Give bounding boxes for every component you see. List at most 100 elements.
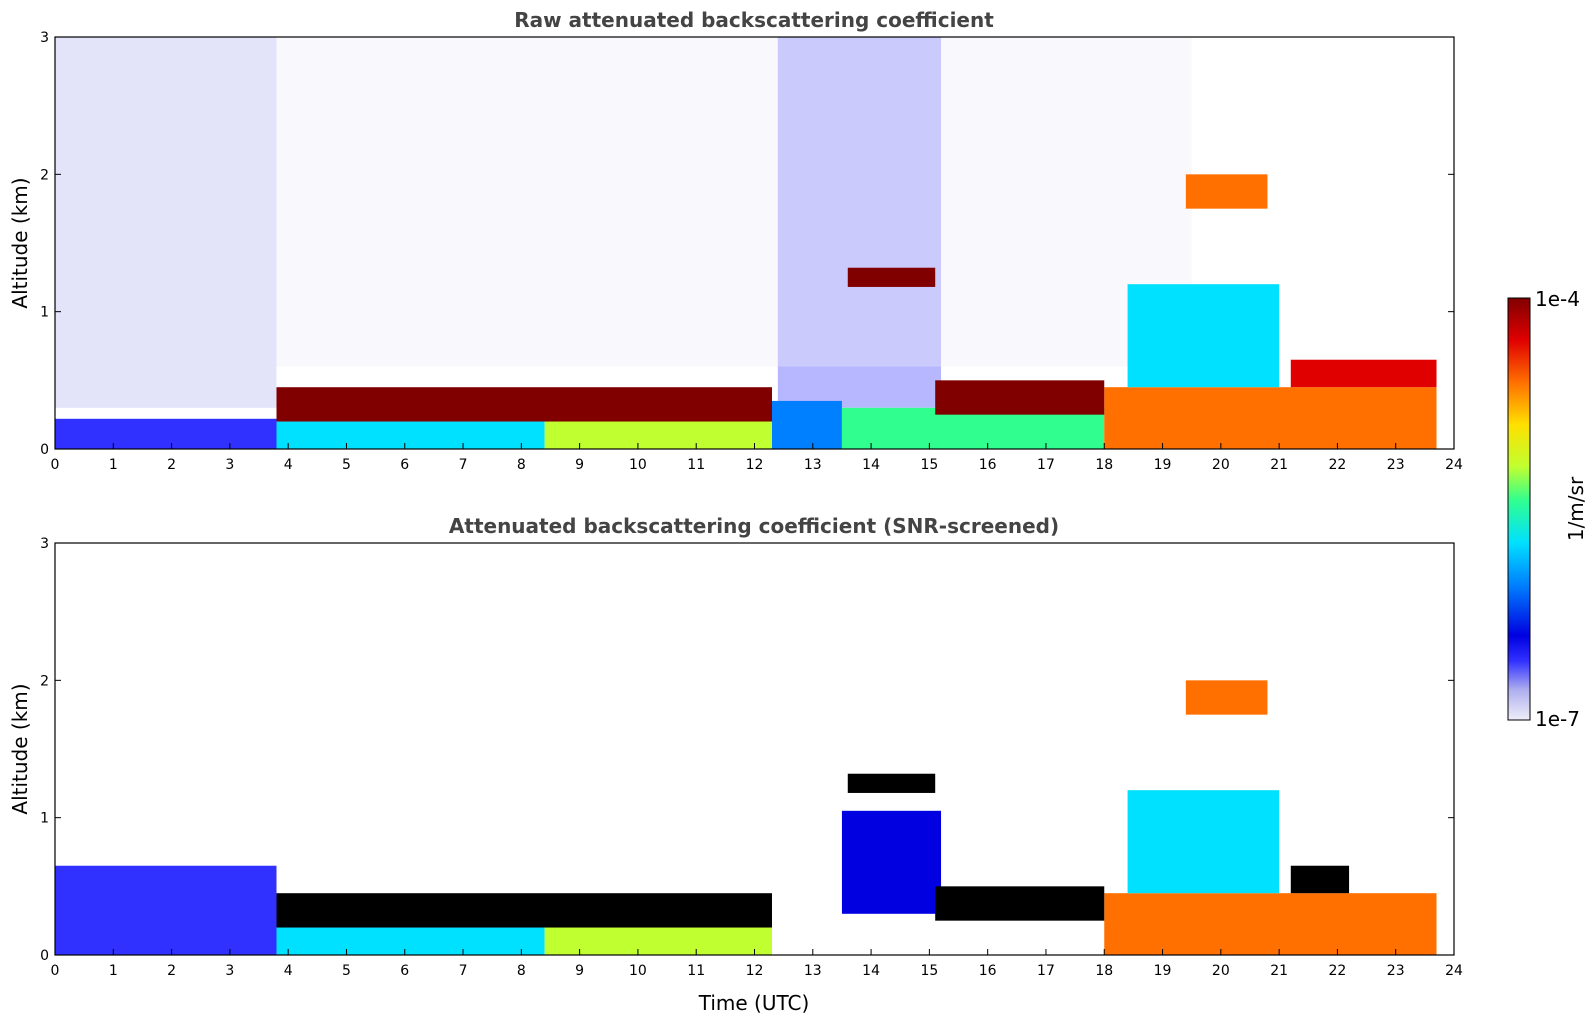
x-tick-label: 16 <box>979 457 997 473</box>
colorbar-min-label: 1e-7 <box>1535 707 1580 731</box>
panel-title: Raw attenuated backscattering coefficien… <box>514 8 994 32</box>
x-tick-label: 1 <box>109 457 118 473</box>
x-tick-label: 15 <box>920 963 938 979</box>
x-tick-label: 22 <box>1329 457 1347 473</box>
colorbar-max-label: 1e-4 <box>1535 287 1580 311</box>
x-tick-label: 24 <box>1445 963 1463 979</box>
y-tick-label: 2 <box>40 673 49 689</box>
x-axis: 0 1 2 3 4 5 6 7 8 9 10 11 12 13 14 15 16 17 18 19 20 21 22 23 24 <box>51 949 1463 979</box>
y-tick-label: 2 <box>40 167 49 183</box>
x-tick-label: 15 <box>920 457 938 473</box>
x-tick-label: 11 <box>687 457 705 473</box>
panel-raw: Raw attenuated backscattering coefficien… <box>8 8 1463 473</box>
y-tick-label: 3 <box>40 30 49 46</box>
x-tick-label: 5 <box>342 457 351 473</box>
x-tick-label: 7 <box>459 457 468 473</box>
x-tick-label: 8 <box>517 457 526 473</box>
heatmap-saturated-layer <box>1290 865 1350 894</box>
colorbar-unit-label: 1/m/sr <box>1564 476 1588 541</box>
y-axis: 0 1 2 3 <box>40 536 1454 964</box>
heatmap-aerosol-layer <box>55 865 277 955</box>
x-tick-label: 14 <box>862 963 880 979</box>
x-tick-label: 16 <box>979 963 997 979</box>
heatmap-noise <box>55 37 277 408</box>
y-axis: 0 1 2 3 <box>40 30 1454 458</box>
heatmap-cloud <box>1185 680 1268 715</box>
heatmap-cloud <box>1185 174 1268 209</box>
x-tick-label: 10 <box>629 963 647 979</box>
x-tick-label: 12 <box>746 457 764 473</box>
heatmap-area <box>55 37 1437 449</box>
panel-screened: Attenuated backscattering coefficient (S… <box>8 514 1463 1015</box>
x-tick-label: 17 <box>1037 457 1055 473</box>
heatmap-aerosol-layer <box>276 421 545 449</box>
heatmap-aerosol-layer <box>1104 387 1437 449</box>
x-tick-label: 6 <box>400 963 409 979</box>
x-tick-label: 20 <box>1212 457 1230 473</box>
x-tick-label: 9 <box>575 963 584 979</box>
y-tick-label: 1 <box>40 305 49 321</box>
heatmap-noise <box>777 37 942 408</box>
colorbar-scale <box>1507 297 1531 721</box>
x-tick-label: 19 <box>1154 457 1172 473</box>
x-tick-label: 1 <box>109 963 118 979</box>
x-tick-label: 20 <box>1212 963 1230 979</box>
heatmap-aerosol-layer <box>276 927 545 955</box>
heatmap-boundary-layer-top <box>1290 359 1437 388</box>
y-tick-label: 0 <box>40 948 49 964</box>
x-tick-label: 0 <box>51 457 60 473</box>
x-tick-label: 10 <box>629 457 647 473</box>
heatmap-cloud <box>847 267 936 287</box>
x-tick-label: 0 <box>51 963 60 979</box>
x-tick-label: 4 <box>284 963 293 979</box>
x-tick-label: 9 <box>575 457 584 473</box>
x-tick-label: 12 <box>746 963 764 979</box>
x-tick-label: 24 <box>1445 457 1463 473</box>
heatmap-aerosol-layer <box>771 400 842 449</box>
heatmap-aerosol-layer <box>55 418 277 449</box>
x-tick-label: 2 <box>167 457 176 473</box>
heatmap-aerosol-layer <box>1104 893 1437 955</box>
x-tick-label: 5 <box>342 963 351 979</box>
x-tick-label: 23 <box>1387 457 1405 473</box>
x-tick-label: 3 <box>225 457 234 473</box>
heatmap-saturated-layer <box>935 886 1105 921</box>
y-axis-label: Altitude (km) <box>8 177 32 308</box>
y-axis-label: Altitude (km) <box>8 683 32 814</box>
x-tick-label: 6 <box>400 457 409 473</box>
x-tick-label: 3 <box>225 963 234 979</box>
x-tick-label: 13 <box>804 457 822 473</box>
x-axis-label: Time (UTC) <box>698 991 810 1015</box>
x-tick-label: 23 <box>1387 963 1405 979</box>
x-tick-label: 14 <box>862 457 880 473</box>
x-tick-label: 8 <box>517 963 526 979</box>
x-tick-label: 21 <box>1270 457 1288 473</box>
colorbar: 1e-4 1e-7 1/m/sr <box>1507 287 1588 731</box>
heatmap-boundary-layer-top <box>935 380 1105 415</box>
x-tick-label: 4 <box>284 457 293 473</box>
y-tick-label: 3 <box>40 536 49 552</box>
heatmap-convective-plumes <box>1127 284 1280 388</box>
heatmap-saturated-cloud <box>847 773 936 793</box>
x-tick-label: 18 <box>1095 963 1113 979</box>
heatmap-saturated-layer <box>276 893 772 928</box>
x-tick-label: 7 <box>459 963 468 979</box>
heatmap-boundary-layer-top <box>276 387 772 422</box>
heatmap-area <box>55 680 1437 955</box>
panel-title: Attenuated backscattering coefficient (S… <box>449 514 1059 538</box>
x-tick-label: 21 <box>1270 963 1288 979</box>
x-tick-label: 19 <box>1154 963 1172 979</box>
x-tick-label: 17 <box>1037 963 1055 979</box>
x-tick-label: 2 <box>167 963 176 979</box>
y-tick-label: 0 <box>40 442 49 458</box>
x-tick-label: 18 <box>1095 457 1113 473</box>
x-tick-label: 11 <box>687 963 705 979</box>
heatmap-aerosol-layer <box>841 810 942 914</box>
x-tick-label: 22 <box>1329 963 1347 979</box>
y-tick-label: 1 <box>40 811 49 827</box>
x-tick-label: 13 <box>804 963 822 979</box>
heatmap-convective-plumes <box>1127 790 1280 894</box>
heatmap-noise <box>276 37 1192 367</box>
x-axis: 0 1 2 3 4 5 6 7 8 9 10 11 12 13 14 15 16 17 18 19 20 21 22 23 24 <box>51 443 1463 473</box>
